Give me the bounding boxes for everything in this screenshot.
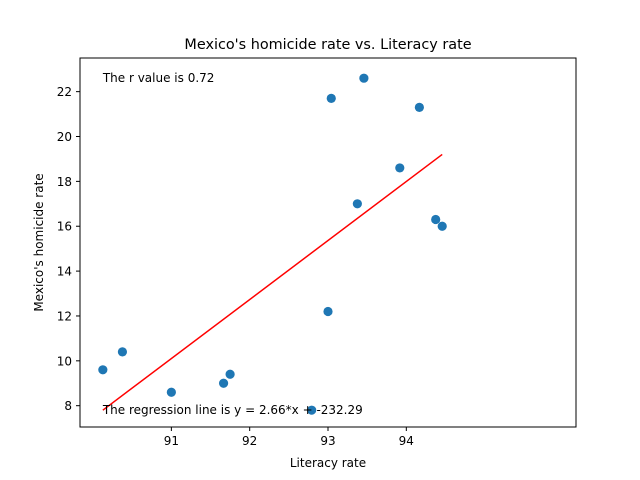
regression-equation-annotation: The regression line is y = 2.66*x + -232… <box>102 403 363 417</box>
x-axis-label: Literacy rate <box>290 456 366 470</box>
data-point <box>359 73 369 83</box>
data-point <box>225 369 235 379</box>
y-tick-label: 10 <box>57 354 72 368</box>
y-tick-label: 16 <box>57 220 72 234</box>
y-tick-label: 8 <box>64 399 72 413</box>
data-point <box>326 93 336 103</box>
y-tick-label: 22 <box>57 85 72 99</box>
data-point <box>323 306 333 317</box>
data-point <box>166 387 176 397</box>
data-point <box>431 214 441 225</box>
y-tick-label: 18 <box>57 175 72 189</box>
y-tick-label: 14 <box>57 265 72 279</box>
y-tick-label: 12 <box>57 309 72 323</box>
r-value-annotation: The r value is 0.72 <box>102 71 215 85</box>
x-tick-label: 92 <box>242 434 257 448</box>
data-point <box>98 365 108 375</box>
chart-title: Mexico's homicide rate vs. Literacy rate <box>184 37 471 53</box>
x-tick-label: 91 <box>164 434 179 448</box>
x-tick-label: 93 <box>320 434 335 448</box>
data-point <box>307 405 317 415</box>
data-point <box>395 163 405 173</box>
data-point <box>414 102 424 112</box>
data-point <box>117 347 128 357</box>
ticks-group: 91 92 93 94 8 10 12 14 16 18 20 22 <box>57 85 414 448</box>
y-axis-label: Mexico's homicide rate <box>32 173 46 311</box>
plot-frame <box>79 57 577 428</box>
regression-layer <box>102 153 443 411</box>
data-point <box>352 199 362 209</box>
regression-line <box>102 153 443 411</box>
y-tick-label: 20 <box>57 130 72 144</box>
x-tick-label: 94 <box>399 434 414 448</box>
points-layer <box>98 73 447 415</box>
data-point <box>437 221 447 231</box>
data-point <box>218 378 229 388</box>
